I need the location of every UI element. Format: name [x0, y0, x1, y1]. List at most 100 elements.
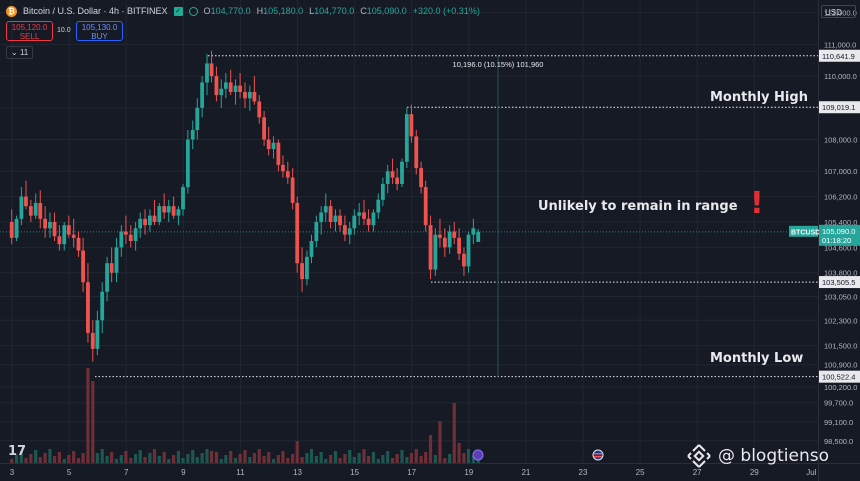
level-price-label: 110,641.9: [822, 52, 855, 61]
candle-body: [176, 209, 181, 216]
candle-body: [138, 218, 143, 229]
price-tick-label: 102,300.0: [824, 316, 857, 325]
candle-body: [342, 225, 347, 235]
candle-body: [109, 263, 114, 273]
candle-body: [52, 221, 57, 237]
volume-bar: [186, 454, 190, 463]
candle-body: [419, 168, 424, 188]
symbol-header: ₿ Bitcoin / U.S. Dollar · 4h · BITFINEX …: [6, 4, 480, 18]
price-tick-label: 99,100.0: [824, 418, 853, 427]
price-tick-label: 105,400.0: [824, 218, 857, 227]
tradingview-logo[interactable]: 17: [8, 444, 27, 459]
volume-bar: [34, 450, 38, 463]
candle-body: [205, 63, 209, 83]
buy-label: BUY: [91, 32, 108, 41]
volume-bar: [295, 441, 299, 463]
candle-body: [233, 85, 238, 92]
volume-bar: [95, 453, 99, 463]
candle-body: [171, 206, 176, 216]
candle-body: [76, 237, 81, 251]
volume-bar: [314, 456, 318, 463]
sell-price: 105,120.0: [11, 23, 48, 32]
flag-icon[interactable]: ✓: [173, 6, 183, 16]
candle-body: [43, 218, 48, 229]
price-tick-label: 107,000.0: [824, 167, 857, 176]
buy-button[interactable]: 105,130.0 BUY: [76, 21, 123, 41]
symbol-title[interactable]: Bitcoin / U.S. Dollar · 4h · BITFINEX: [23, 6, 168, 16]
volume-bar: [343, 454, 347, 463]
time-tick-label: 7: [124, 468, 129, 477]
volume-bar: [457, 443, 461, 463]
candle-body: [433, 234, 438, 270]
volume-bar: [205, 449, 209, 463]
volume-bar: [157, 456, 161, 463]
currency-label: USD: [825, 8, 842, 17]
bitcoin-logo-icon: ₿: [6, 5, 17, 17]
volume-bar: [414, 449, 418, 463]
price-tick-label: 110,000.0: [824, 72, 857, 81]
monthly-low-annotation: Monthly Low: [710, 351, 804, 366]
candle-body: [219, 88, 224, 96]
time-tick-label: Jul: [806, 468, 816, 477]
volume-bar: [438, 421, 442, 463]
candle-body: [466, 234, 471, 267]
candle-body: [300, 263, 304, 280]
close-label: C: [360, 6, 367, 16]
time-tick-label: 11: [236, 468, 245, 477]
volume-bar: [14, 455, 19, 463]
candle-body: [309, 241, 314, 257]
volume-bar: [419, 456, 423, 463]
volume-bar: [57, 452, 61, 463]
volume-bar: [233, 458, 238, 463]
volume-bar: [267, 452, 271, 463]
volume-bar: [362, 449, 366, 463]
candle-body: [442, 237, 447, 248]
candle-body: [133, 228, 138, 242]
volume-bar: [91, 381, 95, 463]
exclamation-icon: !: [750, 186, 764, 221]
candle-body: [390, 171, 395, 178]
candle-body: [71, 234, 76, 238]
volume-bar: [424, 452, 428, 463]
price-tick-label: 108,000.0: [824, 136, 857, 145]
candle-body: [362, 212, 366, 219]
indicators-count: 11: [19, 48, 29, 57]
candle-body: [243, 91, 247, 99]
price-tick-label: 111,000.0: [824, 40, 856, 49]
candle-body: [276, 142, 281, 165]
volume-bar: [171, 455, 176, 463]
volume-bar: [348, 450, 352, 463]
candle-body: [371, 212, 376, 226]
candle-body: [185, 139, 190, 188]
candle-body: [195, 107, 200, 131]
us-flag-event-icon[interactable]: [592, 449, 604, 461]
candle-body: [157, 206, 162, 222]
volume-bar: [405, 457, 409, 463]
volume-bar: [72, 451, 76, 463]
volume-bar: [352, 457, 356, 463]
candle-body: [347, 228, 352, 235]
candle-body: [190, 130, 195, 140]
volume-bar: [29, 454, 33, 463]
candle-body: [471, 228, 476, 235]
watermark-text: @ blogtienso: [718, 446, 829, 466]
candle-body: [462, 253, 466, 267]
currency-selector[interactable]: USD: [821, 5, 856, 18]
candle-body: [262, 117, 266, 140]
volume-bar: [329, 455, 333, 463]
volume-bar: [386, 451, 390, 463]
time-tick-label: 23: [579, 468, 588, 477]
price-tick-label: 106,200.0: [824, 193, 857, 202]
event-marker-icon[interactable]: [472, 449, 484, 461]
candle-body: [66, 225, 71, 235]
time-tick-label: 5: [67, 468, 72, 477]
sell-button[interactable]: 105,120.0 SELL: [6, 21, 53, 41]
level-price-label: 100,522.4: [822, 373, 855, 382]
candle-body: [147, 215, 152, 226]
volume-bar: [67, 455, 71, 463]
watermark: @ blogtienso: [686, 443, 829, 469]
indicators-toggle[interactable]: ⌄ 11: [6, 46, 34, 59]
candle-body: [181, 187, 185, 210]
candle-body: [376, 199, 381, 213]
